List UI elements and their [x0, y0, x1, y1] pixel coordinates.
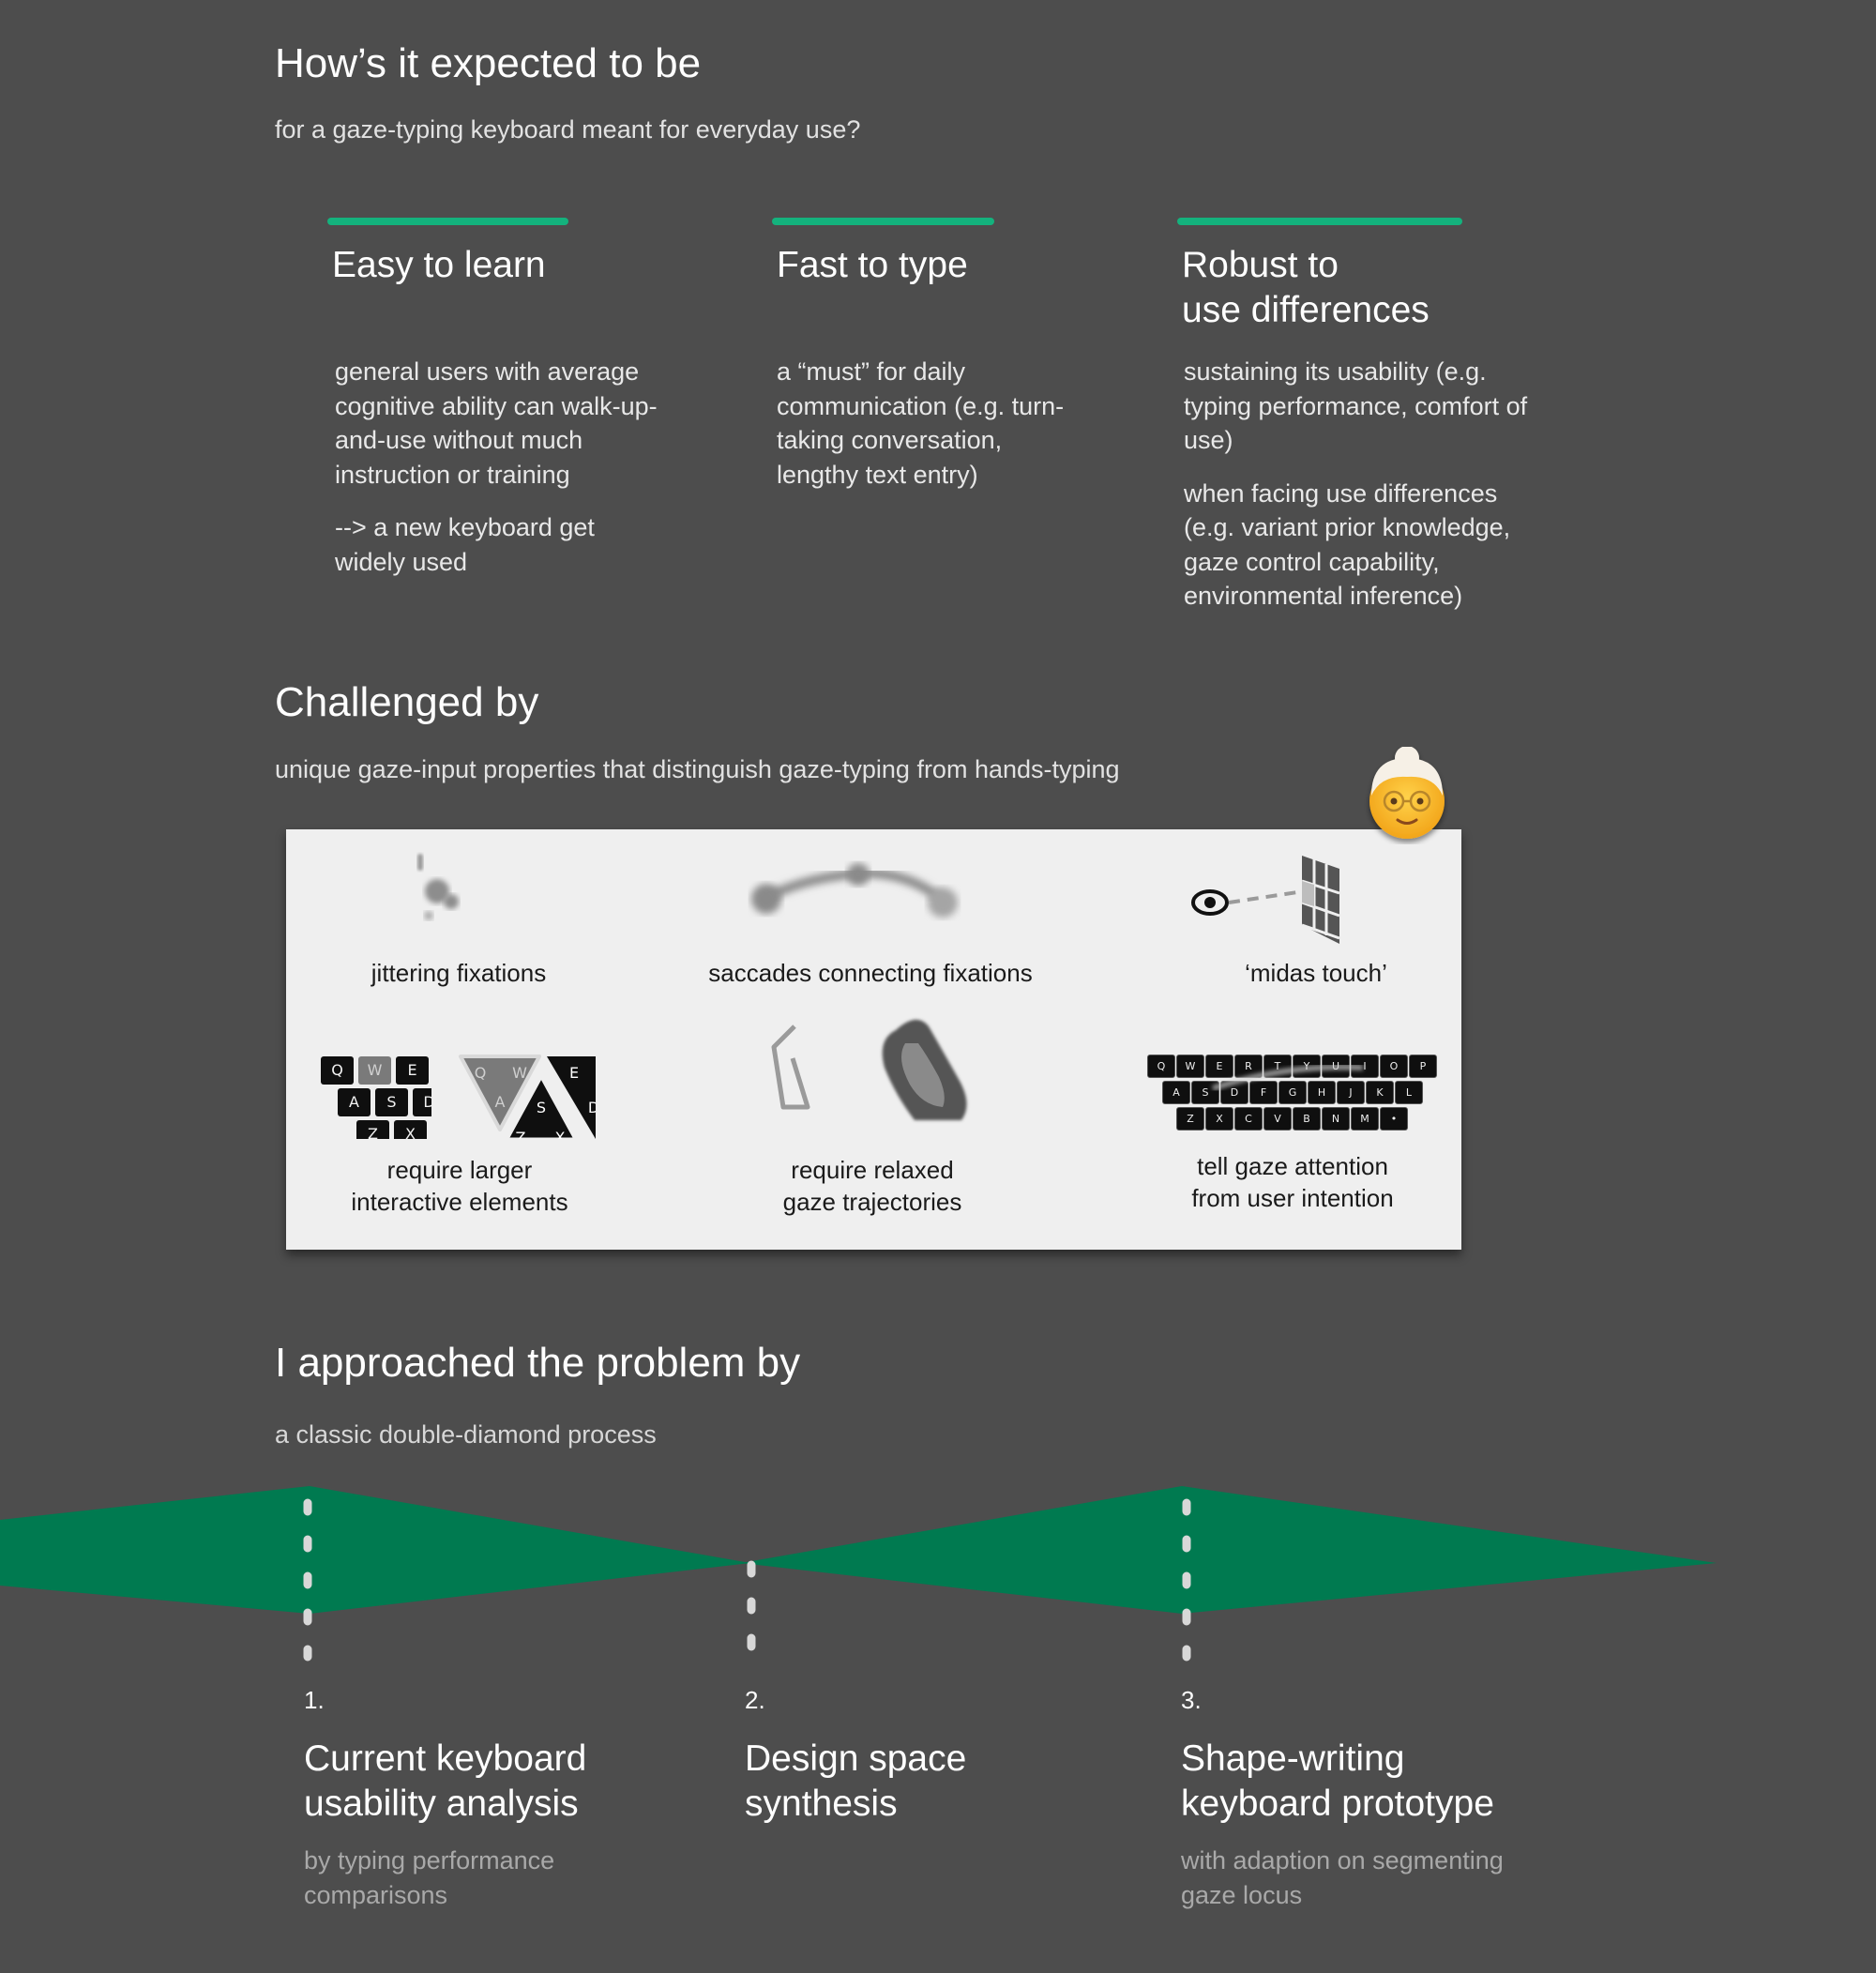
triangle-keys-icon: Q W E A S D Z X: [459, 1055, 596, 1139]
column-title-robust: Robust to use differences: [1182, 245, 1430, 330]
expected-subtitle: for a gaze-typing keyboard meant for eve…: [275, 115, 861, 144]
svg-text:X: X: [555, 1129, 566, 1139]
expected-title: How’s it expected to be: [275, 40, 702, 86]
elderly-user-avatar-icon: [1369, 747, 1445, 839]
eye-gaze-grid-icon: [1191, 856, 1340, 944]
gaze-trail-icon: [1212, 1064, 1364, 1091]
svg-text:D: D: [588, 1099, 596, 1116]
step-title-prototype: Shape-writing keyboard prototype: [1181, 1738, 1494, 1824]
trajectory-shapes-icon: [771, 1019, 967, 1120]
svg-text:Q: Q: [475, 1064, 487, 1082]
challenged-subtitle: unique gaze-input properties that distin…: [275, 755, 1120, 783]
svg-text:E: E: [569, 1064, 579, 1082]
column-text-fast: a “must” for daily communication (e.g. t…: [777, 357, 1065, 489]
step-title-usability: Current keyboard usability analysis: [304, 1738, 587, 1824]
caption-relaxed: require relaxed gaze trajectories: [782, 1156, 962, 1216]
caption-saccades: saccades connecting fixations: [708, 959, 1033, 987]
column-title-fast: Fast to type: [777, 245, 968, 285]
large-keys-icon: Q W E A S D Z X: [319, 1055, 431, 1139]
keyboard-icon: Q W E R T Y U I O P A S D F G H J K L Z …: [1147, 1055, 1438, 1133]
challenges-panel: jittering fixations saccades connecting …: [286, 829, 1461, 1250]
svg-text:S: S: [537, 1099, 546, 1116]
accent-bar: [327, 218, 568, 225]
step-title-design-space: Design space synthesis: [745, 1738, 967, 1824]
step-number: 2.: [745, 1686, 765, 1714]
svg-text:A: A: [495, 1093, 506, 1111]
caption-midas: ‘midas touch’: [1245, 959, 1387, 987]
step-number: 1.: [304, 1686, 325, 1714]
accent-bar: [1177, 218, 1462, 225]
column-text-robust: sustaining its usability (e.g. typing pe…: [1184, 357, 1528, 610]
column-title-easy: Easy to learn: [332, 245, 546, 285]
column-text-easy: general users with average cognitive abi…: [335, 357, 658, 576]
caption-larger: require larger interactive elements: [351, 1156, 568, 1216]
svg-text:Z: Z: [516, 1129, 526, 1139]
step-text-usability: by typing performance comparisons: [304, 1846, 555, 1909]
caption-attention: tell gaze attention from user intention: [1191, 1152, 1394, 1212]
accent-bar: [772, 218, 994, 225]
step-text-prototype: with adaption on segmenting gaze locus: [1181, 1846, 1504, 1909]
saccade-path-icon: [751, 863, 958, 918]
challenged-title: Challenged by: [275, 679, 539, 725]
caption-jitter: jittering fixations: [371, 959, 547, 987]
jitter-fixations-icon: [417, 854, 459, 920]
approach-subtitle: a classic double-diamond process: [275, 1420, 657, 1449]
svg-text:W: W: [512, 1064, 527, 1082]
step-number: 3.: [1181, 1686, 1202, 1714]
double-diamond-diagram: [0, 1486, 1717, 1662]
approach-title: I approached the problem by: [275, 1340, 801, 1386]
